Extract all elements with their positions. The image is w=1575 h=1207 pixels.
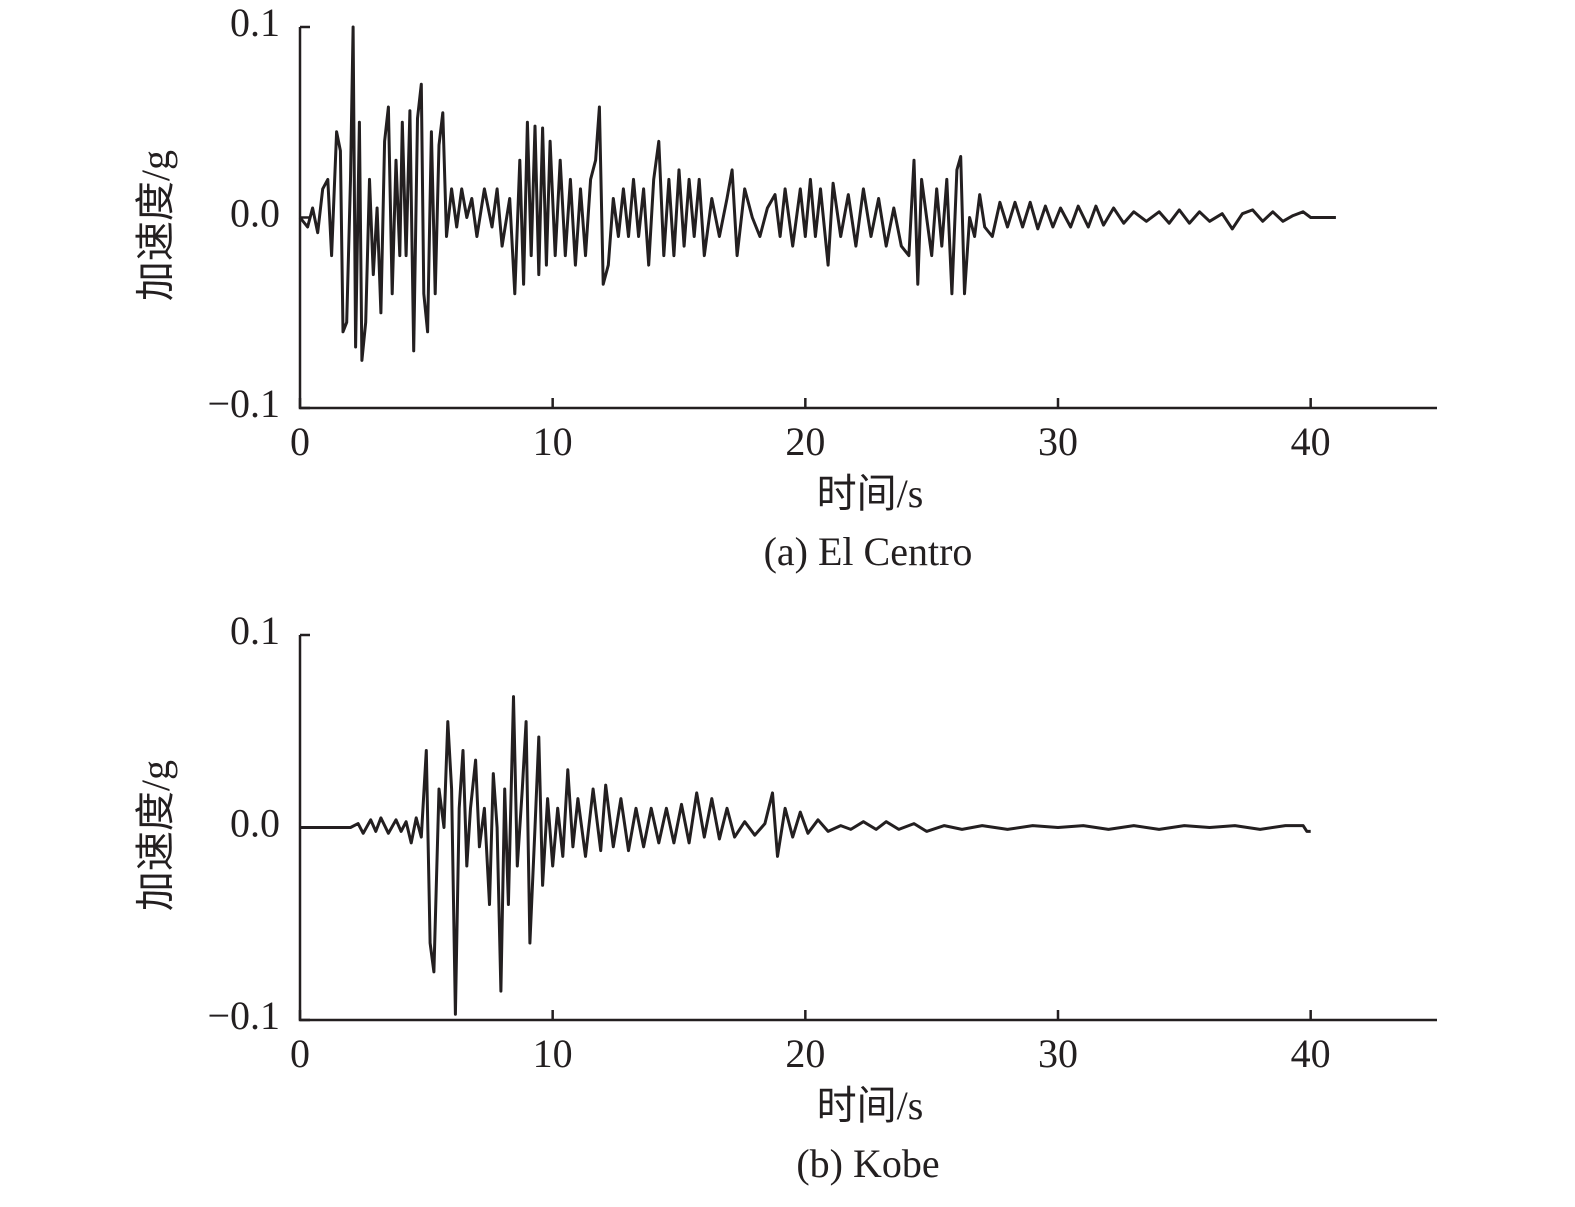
x-tick-label: 40	[1291, 1031, 1331, 1076]
x-tick-label: 10	[533, 419, 573, 464]
x-tick-label: 30	[1038, 419, 1078, 464]
y-tick-label: 0.1	[230, 608, 280, 653]
chart-caption: (a) El Centro	[764, 529, 973, 574]
chart-caption: (b) Kobe	[796, 1141, 939, 1186]
x-tick-label: 0	[290, 1031, 310, 1076]
x-tick-label: 20	[785, 419, 825, 464]
y-tick-label: −0.1	[207, 993, 280, 1038]
y-tick-label: 0.0	[230, 191, 280, 236]
x-tick-label: 20	[785, 1031, 825, 1076]
x-tick-label: 0	[290, 419, 310, 464]
line-trace	[298, 25, 1336, 362]
y-tick-label: 0.1	[230, 0, 280, 45]
y-tick-label: −0.1	[207, 381, 280, 426]
y-axis-label: 加速度/g	[133, 150, 178, 301]
x-tick-label: 10	[533, 1031, 573, 1076]
line-trace	[300, 695, 1311, 1016]
y-tick-label: 0.0	[230, 801, 280, 846]
x-tick-label: 40	[1291, 419, 1331, 464]
x-tick-label: 30	[1038, 1031, 1078, 1076]
x-axis-label: 时间/s	[817, 471, 924, 516]
y-axis-label: 加速度/g	[133, 760, 178, 911]
x-axis-label: 时间/s	[817, 1083, 924, 1128]
